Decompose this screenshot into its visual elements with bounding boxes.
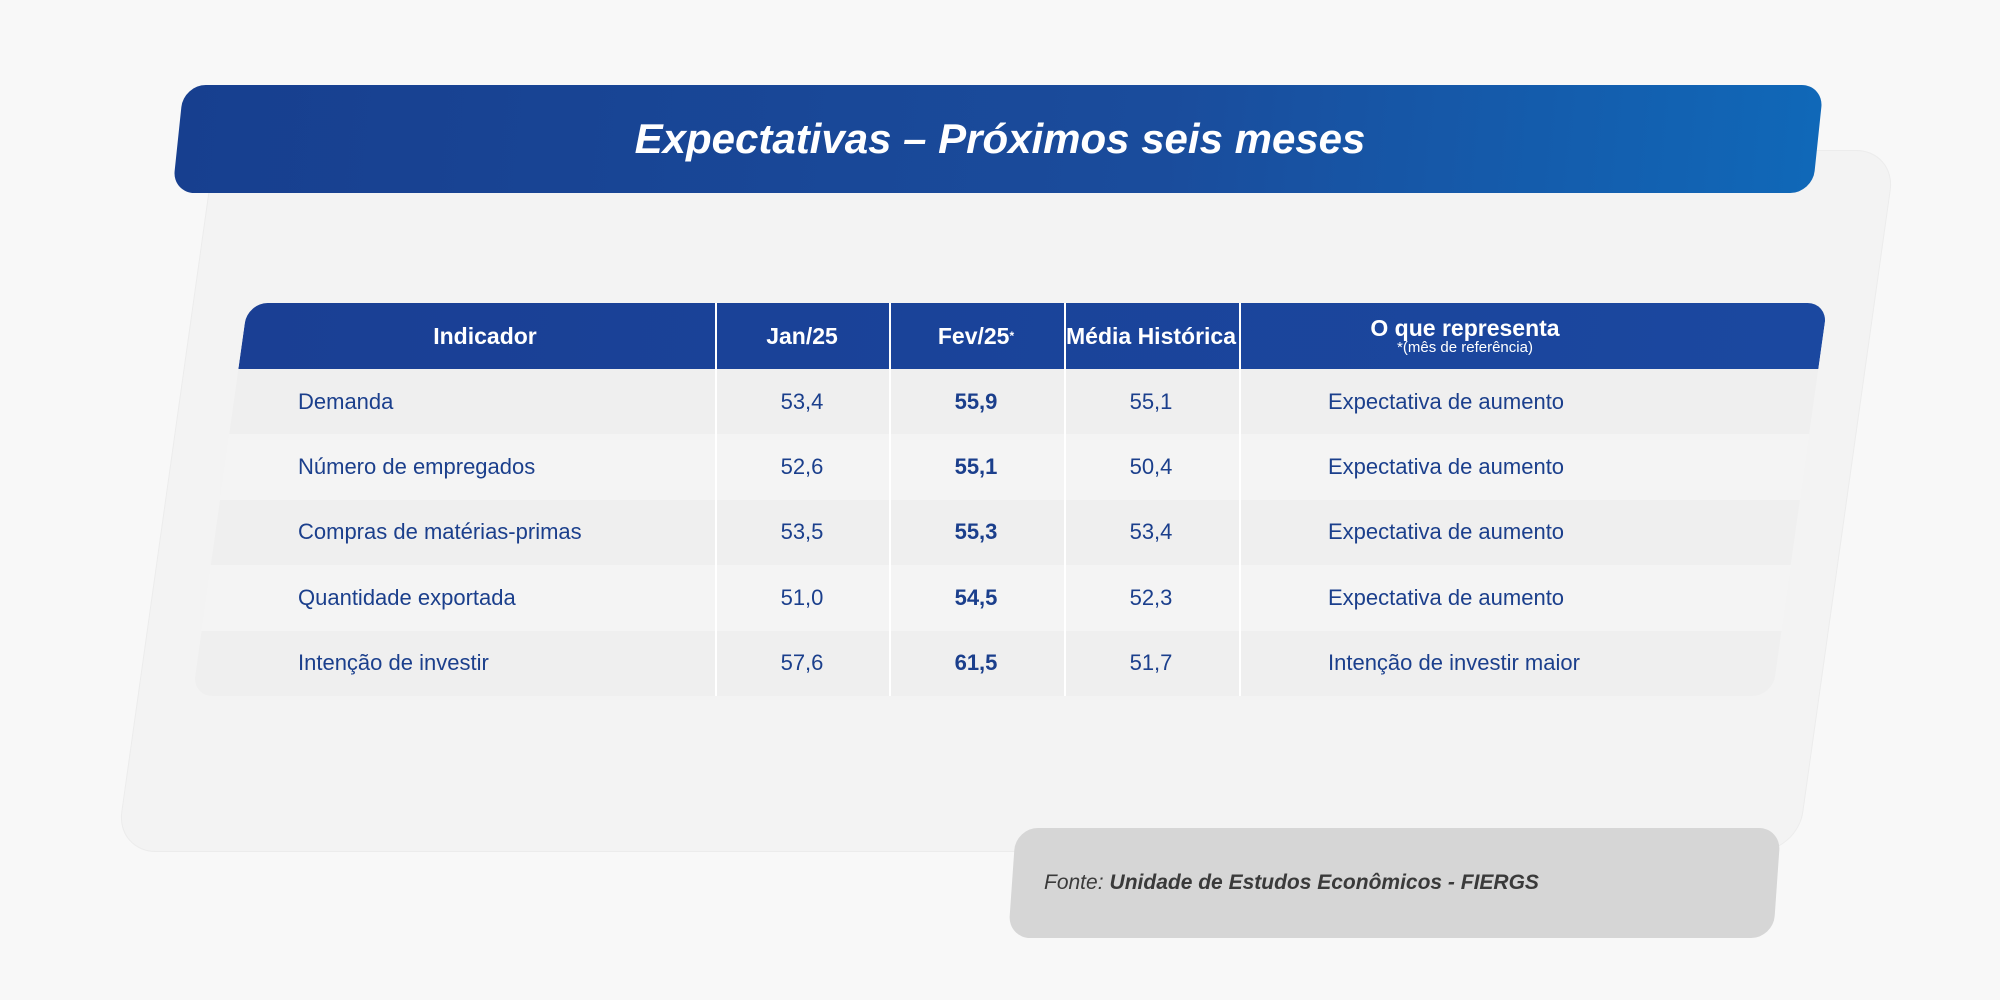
- header-media: Média Histórica: [1066, 322, 1236, 349]
- cell-representa: Expectativa de aumento: [1328, 454, 1565, 480]
- cell-indicador: Demanda: [298, 388, 394, 414]
- cell-jan: 53,5: [780, 519, 824, 545]
- table-row: Número de empregados 52,6 55,1 50,4 Expe…: [0, 434, 2000, 499]
- cell-fev: 55,1: [954, 454, 998, 480]
- column-divider: [715, 303, 717, 696]
- page-title: Expectativas – Próximos seis meses: [634, 115, 1366, 162]
- cell-representa: Expectativa de aumento: [1328, 584, 1565, 610]
- source-note: Fonte: Unidade de Estudos Econômicos - F…: [1044, 828, 1539, 938]
- header-representa-label: O que representa: [1370, 315, 1560, 342]
- cell-indicador: Intenção de investir: [298, 650, 489, 676]
- cell-jan: 51,0: [780, 584, 824, 610]
- cell-fev: 54,5: [954, 584, 998, 610]
- table-row: Demanda 53,4 55,9 55,1 Expectativa de au…: [0, 369, 2000, 434]
- cell-media: 51,7: [1129, 650, 1173, 676]
- cell-jan: 57,6: [780, 650, 824, 676]
- table-row: Compras de matérias-primas 53,5 55,3 53,…: [0, 500, 2000, 565]
- cell-representa: Expectativa de aumento: [1328, 519, 1565, 545]
- cell-indicador: Compras de matérias-primas: [298, 519, 582, 545]
- header-fev-marker: *: [1009, 329, 1015, 343]
- cell-fev: 55,3: [954, 519, 998, 545]
- source-label: Fonte:: [1044, 871, 1104, 894]
- header-representa-note: *(mês de referência): [1397, 339, 1533, 357]
- indicators-table: Indicador Jan/25 Fev/25 * Média Histórica…: [0, 303, 2000, 696]
- table-row: Quantidade exportada 51,0 54,5 52,3 Expe…: [0, 565, 2000, 630]
- table-row: Intenção de investir 57,6 61,5 51,7 Inte…: [0, 631, 2000, 696]
- header-fev-label: Fev/25: [937, 322, 1010, 349]
- cell-media: 50,4: [1129, 454, 1173, 480]
- column-divider: [889, 303, 891, 696]
- cell-media: 55,1: [1129, 388, 1173, 414]
- cell-indicador: Quantidade exportada: [298, 584, 516, 610]
- table-header: Indicador Jan/25 Fev/25 * Média Histórica…: [0, 303, 2000, 369]
- cell-indicador: Número de empregados: [298, 454, 536, 480]
- cell-representa: Intenção de investir maior: [1328, 650, 1580, 676]
- cell-fev: 61,5: [954, 650, 998, 676]
- column-divider: [1064, 303, 1066, 696]
- column-divider: [1239, 303, 1241, 696]
- header-indicador: Indicador: [433, 322, 537, 349]
- header-jan: Jan/25: [766, 322, 838, 349]
- cell-representa: Expectativa de aumento: [1328, 388, 1565, 414]
- source-value: Unidade de Estudos Econômicos - FIERGS: [1109, 871, 1539, 894]
- header-fev: Fev/25 *: [890, 303, 1062, 369]
- cell-fev: 55,9: [954, 388, 998, 414]
- cell-media: 53,4: [1129, 519, 1173, 545]
- cell-media: 52,3: [1129, 584, 1173, 610]
- cell-jan: 52,6: [780, 454, 824, 480]
- header-representa: O que representa *(mês de referência): [1240, 303, 1690, 369]
- cell-jan: 53,4: [780, 388, 824, 414]
